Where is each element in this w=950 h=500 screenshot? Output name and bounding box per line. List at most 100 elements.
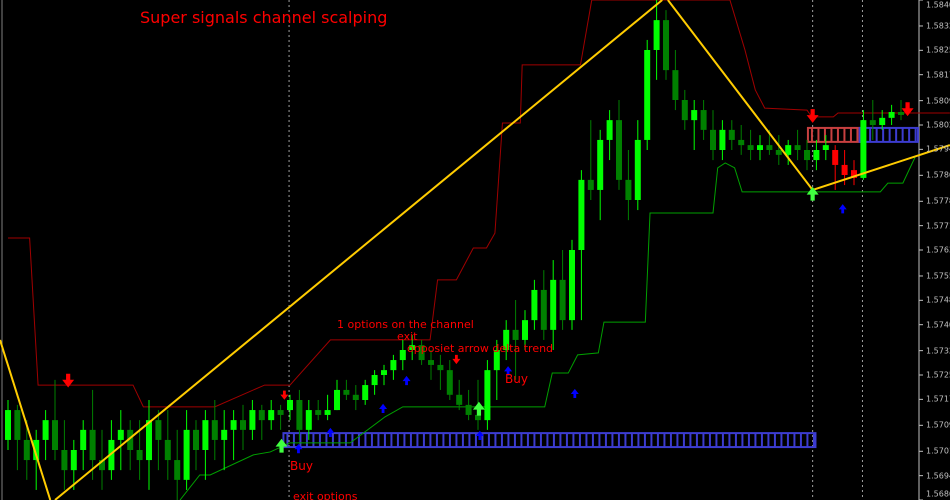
- annotation-buy-left: Buy: [290, 459, 313, 473]
- candle-body: [305, 410, 312, 430]
- price-tick-label: 1.57710: [926, 221, 950, 231]
- candle-body: [33, 439, 40, 461]
- candle-body: [127, 429, 134, 450]
- candle-body: [531, 289, 538, 321]
- candle-body: [569, 250, 575, 321]
- price-tick-label: 1.57635: [926, 245, 950, 255]
- candle-body: [484, 370, 491, 421]
- candle-body: [381, 370, 387, 375]
- sell-arrow-icon: [280, 390, 289, 400]
- candle-body: [258, 410, 265, 421]
- price-tick-label: 1.57945: [926, 144, 950, 154]
- zigzag-line: [0, 339, 52, 500]
- price-tick-label: 1.57480: [926, 295, 950, 305]
- candle-body: [202, 420, 209, 450]
- annotation-buy-right: Buy: [505, 372, 528, 386]
- candle-body: [211, 420, 218, 440]
- candle-body: [117, 429, 124, 440]
- price-tick-label: 1.58095: [926, 96, 950, 106]
- candle-body: [296, 400, 303, 430]
- candle-body: [362, 385, 369, 400]
- candle-body: [146, 420, 152, 461]
- candle-body: [61, 450, 68, 471]
- price-tick-label: 1.57405: [926, 320, 950, 330]
- candle-body: [841, 164, 848, 175]
- candle-body: [775, 150, 782, 155]
- candle-body: [80, 429, 87, 450]
- annotation-exit-options: exit options: [293, 490, 358, 500]
- candle-body: [174, 460, 181, 480]
- sell-arrow-icon: [452, 354, 461, 365]
- candle-body: [164, 439, 171, 461]
- upper-channel-line: [8, 0, 950, 408]
- entry-arrow-icon: [806, 186, 819, 201]
- price-tick-label: 1.58405: [926, 0, 950, 10]
- candle-body: [409, 345, 416, 350]
- candle-body: [898, 112, 904, 115]
- candle-body: [634, 139, 641, 200]
- candle-body: [399, 350, 406, 361]
- price-tick-label: 1.57095: [926, 420, 950, 430]
- buy-arrow-icon: [838, 204, 847, 214]
- candle-body: [230, 420, 237, 430]
- candle-body: [710, 129, 716, 150]
- candle-body: [315, 410, 322, 415]
- candle-body: [888, 112, 895, 118]
- candle-body: [644, 50, 651, 140]
- candle-body: [663, 20, 669, 71]
- buy-arrow-icon: [326, 427, 335, 438]
- price-tick-label: 1.58175: [926, 70, 950, 80]
- candle-body: [42, 420, 49, 440]
- candle-body: [794, 145, 801, 150]
- sell-arrow-icon: [901, 102, 914, 117]
- candle-body: [390, 360, 397, 371]
- candle-body: [860, 120, 867, 178]
- candle-body: [700, 110, 707, 130]
- buy-arrow-icon: [504, 366, 513, 376]
- candle-body: [757, 145, 763, 150]
- candle-body: [428, 360, 434, 365]
- chart-title: Super signals channel scalping: [140, 8, 388, 27]
- annotation-options-channel: 1 options on the channel: [337, 318, 474, 331]
- price-tick-label: 1.57785: [926, 196, 950, 206]
- buy-arrow-icon: [294, 444, 303, 454]
- zigzag-line: [667, 0, 950, 192]
- candle-body: [719, 129, 726, 150]
- candle-body: [512, 329, 519, 340]
- candle-body: [249, 410, 256, 430]
- buy-zone-band: [282, 432, 817, 449]
- candle-body: [14, 410, 21, 440]
- entry-arrow-icon: [275, 438, 288, 453]
- candle-body: [99, 460, 105, 471]
- candle-body: [221, 429, 228, 440]
- buy-arrow-icon: [570, 388, 579, 399]
- candle-body: [738, 139, 745, 146]
- candle-body: [23, 439, 30, 461]
- candle-body: [822, 145, 829, 150]
- candle-body: [193, 429, 199, 450]
- candle-body: [728, 129, 735, 140]
- sell-arrow-icon: [806, 109, 819, 123]
- candle-body: [785, 145, 792, 155]
- candle-body: [465, 404, 472, 415]
- price-tick-label: 1.58250: [926, 45, 950, 55]
- candle-body: [681, 100, 688, 121]
- candle-body: [653, 20, 660, 50]
- candle-body: [437, 364, 444, 371]
- annotation-exit: exit: [397, 330, 418, 343]
- price-tick-label: 1.57865: [926, 170, 950, 180]
- candle-body: [155, 420, 162, 440]
- candle-body: [766, 145, 773, 150]
- candle-body: [522, 320, 528, 340]
- candle-body: [869, 120, 876, 125]
- buy-arrow-icon: [475, 430, 484, 440]
- candle-body: [89, 429, 96, 461]
- candle-body: [334, 389, 340, 411]
- price-tick-label: 1.58325: [926, 21, 950, 31]
- candle-body: [352, 394, 359, 400]
- candle-body: [52, 420, 58, 450]
- entry-arrow-icon: [472, 401, 485, 416]
- candle-body: [446, 370, 453, 395]
